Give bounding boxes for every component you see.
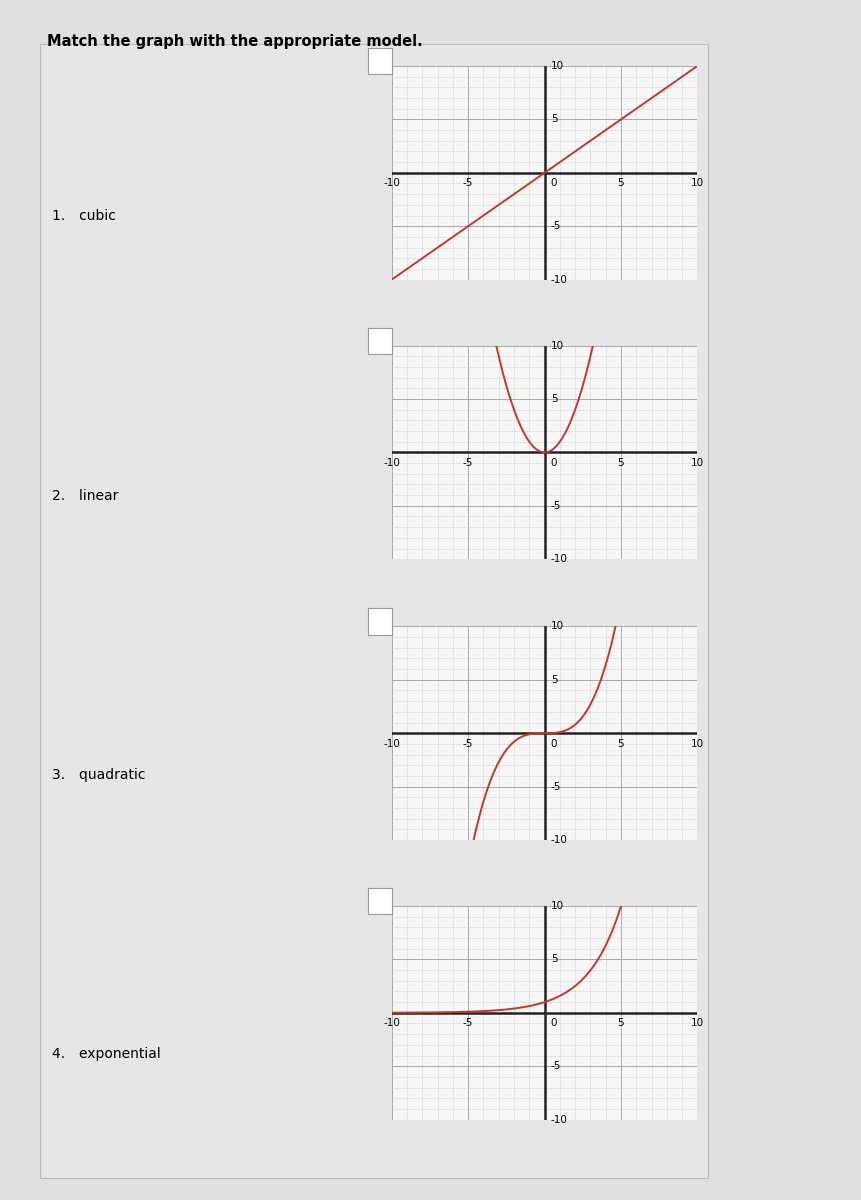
Text: -10: -10	[551, 1115, 567, 1124]
Text: -10: -10	[551, 554, 567, 564]
Text: -5: -5	[551, 221, 561, 232]
Text: 0: 0	[551, 738, 557, 749]
Text: 10: 10	[691, 1018, 704, 1028]
Text: 0: 0	[551, 457, 557, 468]
Text: -10: -10	[551, 275, 567, 284]
Text: 5: 5	[617, 178, 624, 188]
Text: 10: 10	[691, 457, 704, 468]
Text: -5: -5	[463, 1018, 474, 1028]
Text: 3. quadratic: 3. quadratic	[52, 768, 146, 782]
Text: 10: 10	[691, 738, 704, 749]
Text: 10: 10	[551, 61, 564, 71]
Text: -10: -10	[551, 835, 567, 845]
Text: 0: 0	[551, 1018, 557, 1028]
Text: 10: 10	[691, 178, 704, 188]
Text: -10: -10	[383, 457, 400, 468]
Text: -10: -10	[383, 178, 400, 188]
Text: 10: 10	[551, 622, 564, 631]
Text: -10: -10	[383, 738, 400, 749]
Text: -5: -5	[463, 738, 474, 749]
Text: 5: 5	[551, 954, 557, 965]
Text: -5: -5	[551, 1061, 561, 1072]
Text: -5: -5	[551, 500, 561, 511]
Text: -5: -5	[463, 457, 474, 468]
Text: 5: 5	[551, 114, 557, 125]
Text: 1. cubic: 1. cubic	[52, 209, 115, 223]
Text: 0: 0	[551, 178, 557, 188]
Text: Match the graph with the appropriate model.: Match the graph with the appropriate mod…	[47, 34, 423, 49]
Text: 5: 5	[551, 394, 557, 404]
Text: 10: 10	[551, 341, 564, 350]
Text: 10: 10	[551, 901, 564, 911]
Text: -10: -10	[383, 1018, 400, 1028]
Text: 5: 5	[617, 457, 624, 468]
Text: -5: -5	[463, 178, 474, 188]
Text: 5: 5	[551, 674, 557, 685]
Text: 5: 5	[617, 1018, 624, 1028]
Text: 5: 5	[617, 738, 624, 749]
Text: -5: -5	[551, 781, 561, 792]
Text: 4. exponential: 4. exponential	[52, 1046, 160, 1061]
Text: 2. linear: 2. linear	[52, 488, 118, 503]
